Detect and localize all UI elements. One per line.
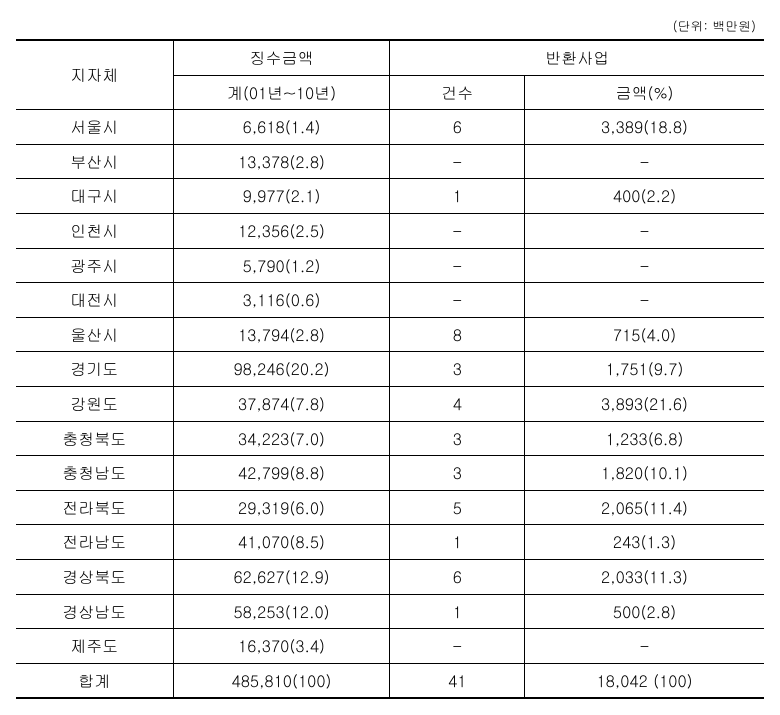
header-collection-sub: 계(01년~10년) [173,75,390,110]
table-row: 경상북도62,627(12.9)62,033(11.3) [16,559,764,594]
cell-collection: 29,319(6.0) [173,490,390,525]
cell-amount: 3,389(18.8) [525,110,764,145]
cell-collection: 9,977(2.1) [173,179,390,214]
cell-collection: 58,253(12.0) [173,594,390,629]
cell-collection: 37,874(7.8) [173,386,390,421]
header-collection-group: 징수금액 [173,40,390,75]
cell-amount: 2,033(11.3) [525,559,764,594]
cell-count: 3 [390,456,525,491]
cell-count: 8 [390,317,525,352]
cell-amount: - [525,248,764,283]
cell-count: 6 [390,559,525,594]
table-body: 서울시6,618(1.4)63,389(18.8)부산시13,378(2.8)-… [16,110,764,699]
cell-region: 경상남도 [16,594,173,629]
table-row: 전라북도29,319(6.0)52,065(11.4) [16,490,764,525]
cell-count: 3 [390,352,525,387]
cell-count: 1 [390,525,525,560]
header-region: 지자체 [16,40,173,110]
cell-amount: - [525,213,764,248]
table-row: 서울시6,618(1.4)63,389(18.8) [16,110,764,145]
table-row: 경상남도58,253(12.0)1500(2.8) [16,594,764,629]
table-row: 강원도37,874(7.8)43,893(21.6) [16,386,764,421]
table-row: 대전시3,116(0.6)-- [16,283,764,318]
table-row: 광주시5,790(1.2)-- [16,248,764,283]
cell-region: 전라남도 [16,525,173,560]
cell-region: 경기도 [16,352,173,387]
header-count: 건수 [390,75,525,110]
cell-collection: 13,794(2.8) [173,317,390,352]
cell-collection: 13,378(2.8) [173,144,390,179]
cell-count: - [390,629,525,664]
table-row: 경기도98,246(20.2)31,751(9.7) [16,352,764,387]
cell-count: - [390,144,525,179]
cell-region: 울산시 [16,317,173,352]
cell-collection: 34,223(7.0) [173,421,390,456]
table-header: 지자체 징수금액 반환사업 계(01년~10년) 건수 금액(%) [16,40,764,110]
cell-region: 대구시 [16,179,173,214]
cell-amount: 1,233(6.8) [525,421,764,456]
cell-collection: 42,799(8.8) [173,456,390,491]
cell-count: 3 [390,421,525,456]
header-amount: 금액(%) [525,75,764,110]
cell-region: 광주시 [16,248,173,283]
cell-amount: 715(4.0) [525,317,764,352]
table-row: 전라남도41,070(8.5)1243(1.3) [16,525,764,560]
header-return-group: 반환사업 [390,40,764,75]
cell-collection: 98,246(20.2) [173,352,390,387]
cell-region: 제주도 [16,629,173,664]
cell-region: 합계 [16,663,173,698]
cell-collection: 3,116(0.6) [173,283,390,318]
cell-amount: - [525,144,764,179]
cell-amount: - [525,629,764,664]
cell-collection: 485,810(100) [173,663,390,698]
cell-amount: 500(2.8) [525,594,764,629]
table-row: 인천시12,356(2.5)-- [16,213,764,248]
cell-region: 충청남도 [16,456,173,491]
cell-collection: 12,356(2.5) [173,213,390,248]
cell-count: - [390,213,525,248]
cell-region: 전라북도 [16,490,173,525]
cell-region: 강원도 [16,386,173,421]
data-table: 지자체 징수금액 반환사업 계(01년~10년) 건수 금액(%) 서울시6,6… [16,39,764,699]
cell-region: 경상북도 [16,559,173,594]
cell-region: 충청북도 [16,421,173,456]
cell-count: 1 [390,179,525,214]
cell-count: - [390,283,525,318]
cell-amount: 2,065(11.4) [525,490,764,525]
cell-region: 인천시 [16,213,173,248]
table-row: 대구시9,977(2.1)1400(2.2) [16,179,764,214]
cell-collection: 41,070(8.5) [173,525,390,560]
cell-amount: - [525,283,764,318]
cell-amount: 3,893(21.6) [525,386,764,421]
cell-collection: 62,627(12.9) [173,559,390,594]
cell-collection: 5,790(1.2) [173,248,390,283]
cell-amount: 400(2.2) [525,179,764,214]
table-row: 울산시13,794(2.8)8715(4.0) [16,317,764,352]
cell-amount: 1,820(10.1) [525,456,764,491]
cell-collection: 16,370(3.4) [173,629,390,664]
table-row: 합계485,810(100)4118,042 (100) [16,663,764,698]
cell-count: 6 [390,110,525,145]
table-row: 충청남도42,799(8.8)31,820(10.1) [16,456,764,491]
cell-region: 대전시 [16,283,173,318]
table-row: 부산시13,378(2.8)-- [16,144,764,179]
cell-amount: 243(1.3) [525,525,764,560]
table-row: 충청북도34,223(7.0)31,233(6.8) [16,421,764,456]
cell-region: 서울시 [16,110,173,145]
cell-amount: 1,751(9.7) [525,352,764,387]
cell-count: 5 [390,490,525,525]
cell-collection: 6,618(1.4) [173,110,390,145]
cell-amount: 18,042 (100) [525,663,764,698]
cell-count: - [390,248,525,283]
cell-region: 부산시 [16,144,173,179]
cell-count: 41 [390,663,525,698]
cell-count: 4 [390,386,525,421]
cell-count: 1 [390,594,525,629]
unit-note: (단위: 백만원) [16,16,764,35]
table-row: 제주도16,370(3.4)-- [16,629,764,664]
